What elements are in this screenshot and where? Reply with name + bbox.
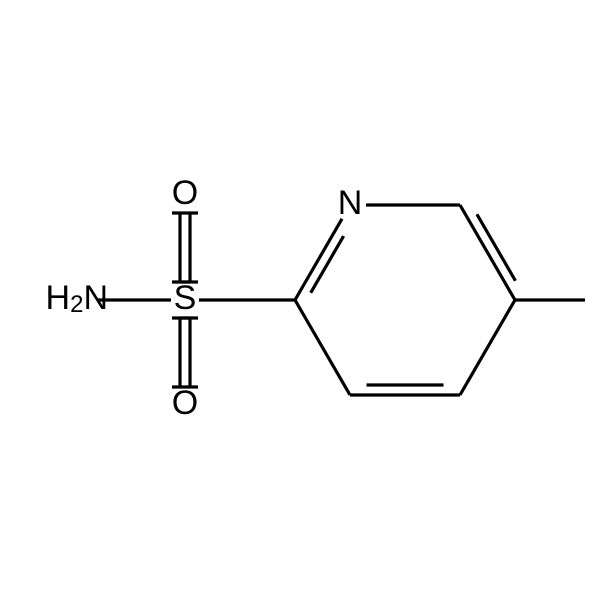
atom-label-n_ring: N xyxy=(338,184,363,222)
molecule-diagram: H2NSOON xyxy=(0,0,600,600)
atom-label-s: S xyxy=(174,279,197,317)
atom-label-o_bot: O xyxy=(172,384,198,422)
atom-label-o_top: O xyxy=(172,174,198,212)
